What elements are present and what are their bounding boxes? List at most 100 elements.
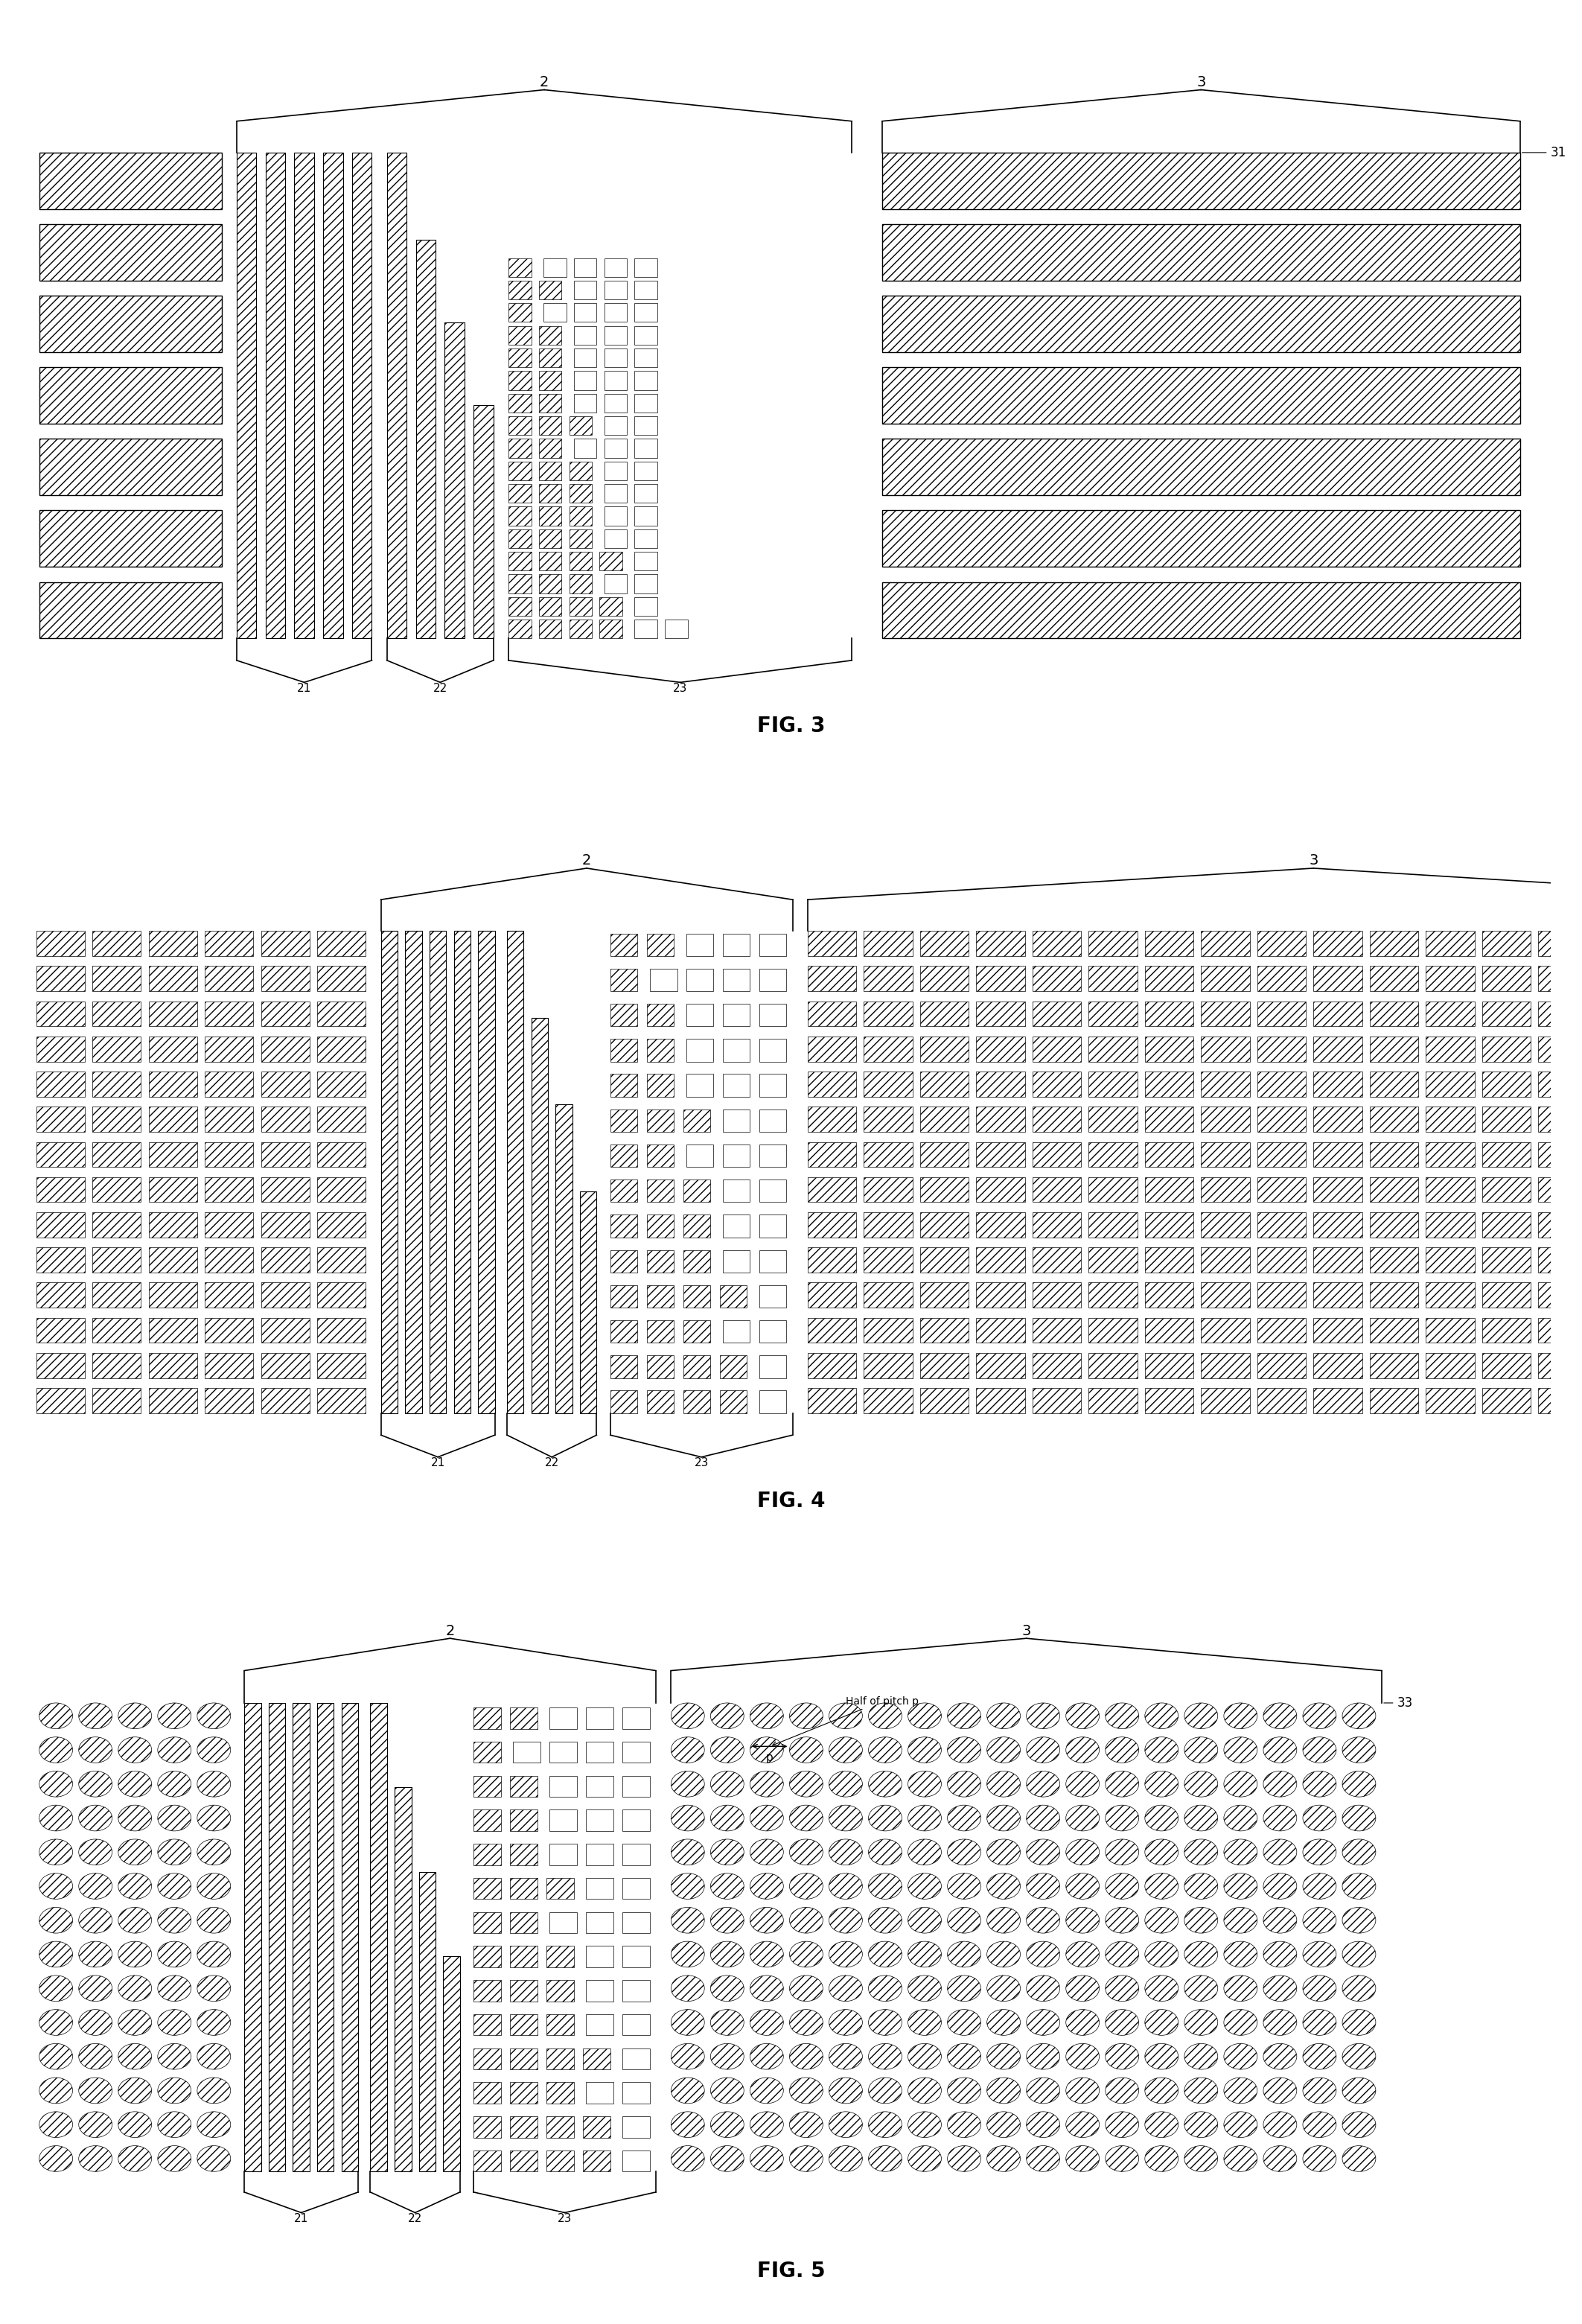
Bar: [508, 393, 532, 411]
Ellipse shape: [1342, 2043, 1376, 2068]
Bar: [473, 1741, 501, 1764]
Ellipse shape: [869, 1838, 902, 1866]
Bar: [36, 967, 85, 992]
Bar: [604, 507, 626, 525]
Ellipse shape: [119, 1873, 152, 1899]
Bar: [508, 530, 532, 548]
Ellipse shape: [948, 2113, 981, 2138]
Bar: [604, 530, 626, 548]
Bar: [611, 1320, 638, 1343]
Bar: [509, 1980, 538, 2001]
Bar: [1313, 1283, 1362, 1308]
Ellipse shape: [198, 2113, 231, 2138]
Ellipse shape: [1224, 1941, 1258, 1966]
Bar: [570, 483, 592, 502]
Ellipse shape: [750, 2145, 783, 2171]
Bar: [1313, 1353, 1362, 1378]
Ellipse shape: [948, 2145, 981, 2171]
Ellipse shape: [671, 1838, 704, 1866]
Bar: [582, 2047, 611, 2068]
Bar: [1033, 932, 1081, 955]
Ellipse shape: [1185, 1806, 1218, 1831]
Bar: [508, 416, 532, 435]
Bar: [585, 2082, 614, 2103]
Bar: [1145, 1176, 1193, 1202]
Bar: [585, 1708, 614, 1729]
Bar: [723, 934, 750, 955]
Bar: [539, 551, 562, 572]
Bar: [582, 2150, 611, 2171]
Ellipse shape: [1185, 2113, 1218, 2138]
Bar: [261, 1176, 310, 1202]
Bar: [585, 1776, 614, 1796]
Bar: [611, 934, 638, 955]
Ellipse shape: [1106, 2113, 1139, 2138]
Bar: [508, 349, 532, 367]
Bar: [611, 1181, 638, 1202]
Bar: [604, 439, 626, 458]
Bar: [36, 1283, 85, 1308]
Bar: [92, 1037, 141, 1062]
Bar: [1482, 1002, 1531, 1027]
Ellipse shape: [908, 2043, 941, 2068]
Ellipse shape: [671, 1806, 704, 1831]
Bar: [611, 1143, 638, 1167]
Ellipse shape: [829, 2010, 862, 2036]
Ellipse shape: [1106, 1941, 1139, 1966]
Ellipse shape: [1106, 1736, 1139, 1764]
Bar: [883, 439, 1520, 495]
Bar: [1313, 1318, 1362, 1343]
Bar: [1033, 1176, 1081, 1202]
Bar: [683, 1250, 710, 1274]
Ellipse shape: [987, 1908, 1020, 1934]
Bar: [976, 1213, 1025, 1236]
Bar: [430, 932, 446, 1413]
Ellipse shape: [908, 1806, 941, 1831]
Bar: [634, 325, 658, 344]
Bar: [204, 1213, 253, 1236]
Bar: [622, 1980, 650, 2001]
Ellipse shape: [671, 1941, 704, 1966]
Bar: [634, 462, 658, 481]
Bar: [574, 302, 596, 323]
Bar: [604, 483, 626, 502]
Bar: [509, 2150, 538, 2171]
Text: 21: 21: [430, 1457, 445, 1469]
Bar: [261, 1213, 310, 1236]
Bar: [323, 153, 343, 639]
Bar: [921, 1248, 968, 1274]
Bar: [1088, 932, 1137, 955]
Bar: [622, 1913, 650, 1934]
Ellipse shape: [869, 2145, 902, 2171]
Bar: [549, 1913, 577, 1934]
Bar: [1088, 1037, 1137, 1062]
Bar: [546, 2082, 574, 2103]
Ellipse shape: [40, 2043, 73, 2068]
Bar: [1370, 932, 1417, 955]
Ellipse shape: [40, 1975, 73, 2001]
Bar: [1088, 1248, 1137, 1274]
Ellipse shape: [158, 2145, 191, 2171]
Bar: [883, 581, 1520, 639]
Bar: [549, 1708, 577, 1729]
Bar: [1538, 932, 1582, 955]
Ellipse shape: [710, 1941, 744, 1966]
Text: 23: 23: [694, 1457, 709, 1469]
Bar: [1258, 1248, 1305, 1274]
Bar: [508, 258, 532, 277]
Bar: [585, 1843, 614, 1866]
Ellipse shape: [948, 2043, 981, 2068]
Bar: [1145, 1318, 1193, 1343]
Ellipse shape: [908, 2145, 941, 2171]
Ellipse shape: [869, 1806, 902, 1831]
Ellipse shape: [829, 1975, 862, 2001]
Bar: [759, 1181, 786, 1202]
Ellipse shape: [1185, 1771, 1218, 1796]
Ellipse shape: [1066, 1838, 1099, 1866]
Bar: [40, 153, 221, 209]
Ellipse shape: [1342, 2145, 1376, 2171]
Bar: [647, 934, 674, 955]
Ellipse shape: [908, 1908, 941, 1934]
Ellipse shape: [1145, 1908, 1179, 1934]
Ellipse shape: [1066, 1975, 1099, 2001]
